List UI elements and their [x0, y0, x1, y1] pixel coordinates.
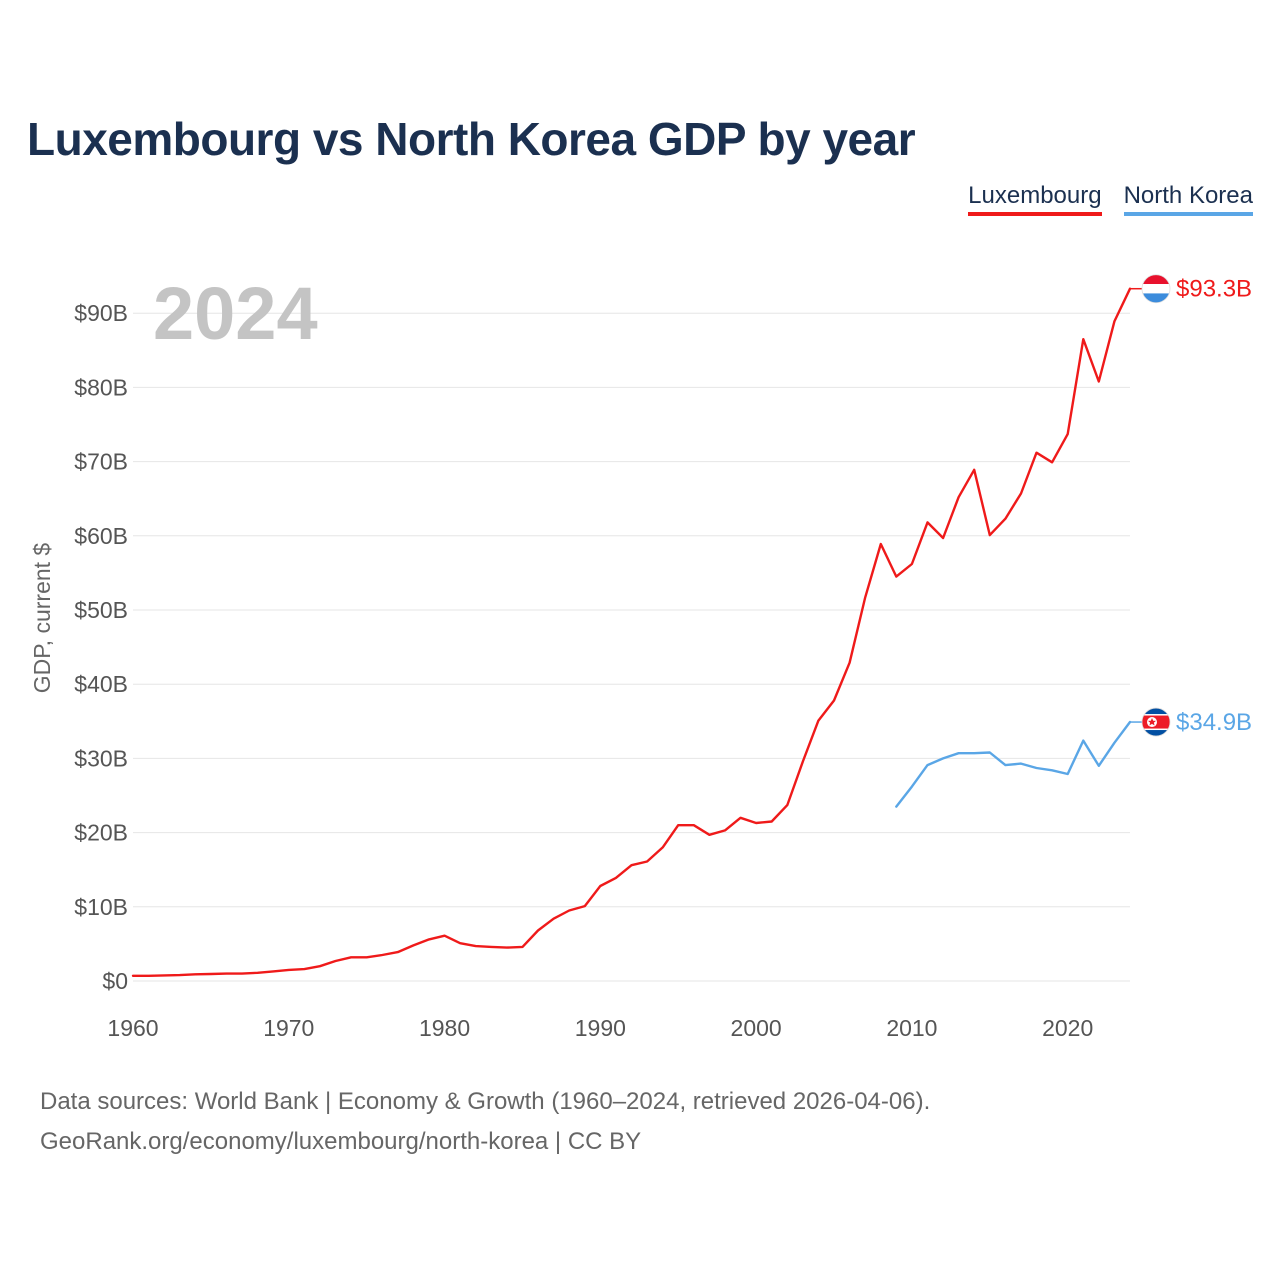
grid-lines — [133, 312, 1130, 982]
source-line-2: GeoRank.org/economy/luxembourg/north-kor… — [40, 1128, 642, 1155]
y-tick-label: $0 — [102, 968, 128, 994]
north-korea-flag-icon — [1141, 707, 1171, 737]
y-tick-label: $20B — [74, 820, 128, 846]
legend-item-north-korea[interactable]: North Korea — [1123, 182, 1253, 216]
x-tick-label: 2020 — [1042, 1015, 1093, 1041]
legend: Luxembourg North Korea — [968, 182, 1253, 216]
chart-title: Luxembourg vs North Korea GDP by year — [27, 113, 916, 165]
x-tick-label: 1960 — [107, 1015, 158, 1041]
x-tick-label: 1980 — [419, 1015, 470, 1041]
luxembourg-end-marker: $93.3B — [1130, 274, 1252, 304]
y-tick-label: $60B — [74, 523, 128, 549]
source-note: Data sources: World Bank | Economy & Gro… — [40, 1082, 930, 1162]
x-tick-label: 1990 — [575, 1015, 626, 1041]
series-line-luxembourg — [131, 287, 1132, 977]
series-line-north-korea — [895, 720, 1132, 808]
legend-item-luxembourg[interactable]: Luxembourg — [968, 182, 1102, 216]
north-korea-end-marker: $34.9B — [1130, 707, 1252, 737]
x-tick-label: 1970 — [263, 1015, 314, 1041]
y-axis-ticks: $0 $10B $20B $30B $40B $50B $60B $70B $80B $90B — [74, 300, 128, 994]
y-tick-label: $50B — [74, 597, 128, 623]
luxembourg-end-label: $93.3B — [1176, 276, 1252, 303]
x-tick-label: 2000 — [731, 1015, 782, 1041]
y-tick-label: $40B — [74, 671, 128, 697]
year-watermark: 2024 — [153, 272, 318, 355]
x-axis-ticks: 1960 1970 1980 1990 2000 2010 2020 — [107, 1015, 1093, 1041]
source-line-1: Data sources: World Bank | Economy & Gro… — [40, 1088, 931, 1115]
series-lines — [131, 287, 1132, 977]
y-axis-label: GDP, current $ — [29, 543, 55, 694]
y-tick-label: $90B — [74, 300, 128, 326]
y-tick-label: $10B — [74, 894, 128, 920]
y-tick-label: $30B — [74, 745, 128, 771]
north-korea-end-label: $34.9B — [1176, 709, 1252, 736]
y-tick-label: $80B — [74, 374, 128, 400]
luxembourg-flag-icon — [1141, 274, 1171, 304]
x-tick-label: 2010 — [886, 1015, 937, 1041]
y-tick-label: $70B — [74, 449, 128, 475]
